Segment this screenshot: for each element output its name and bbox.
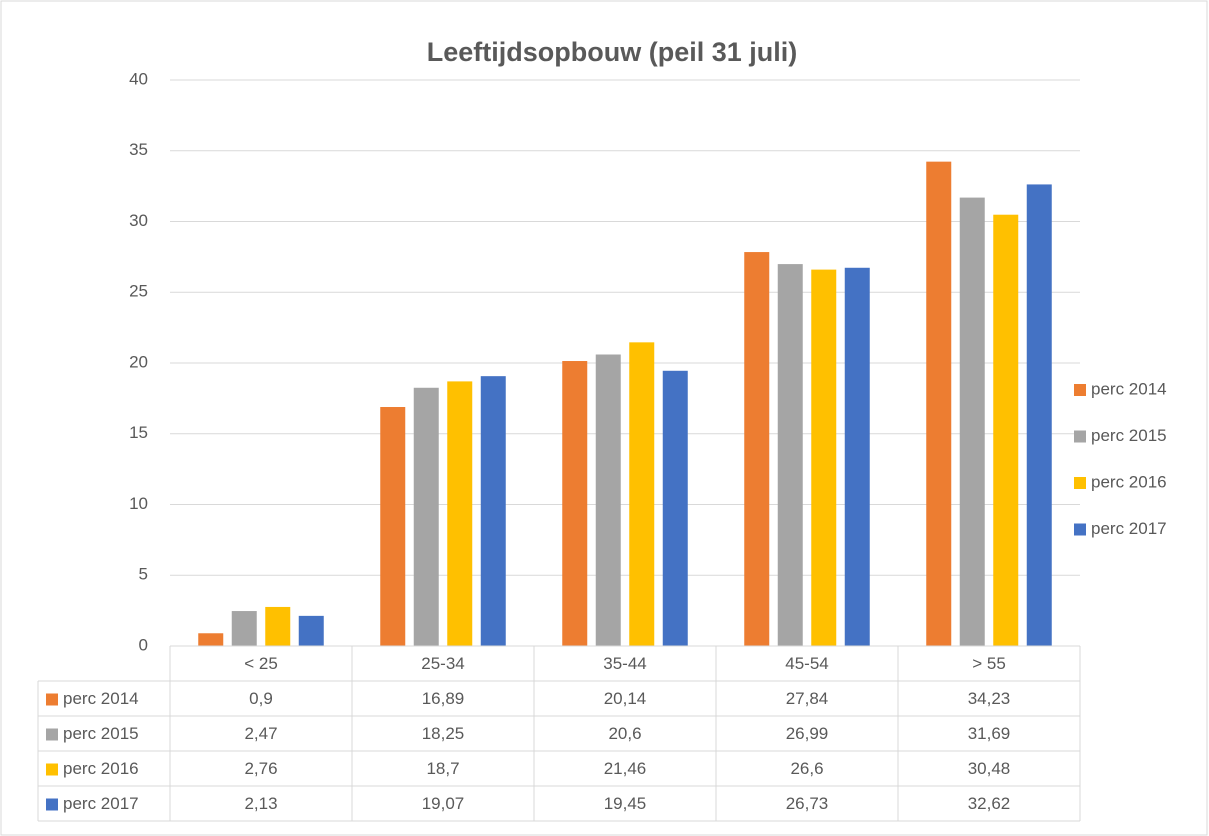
legend-swatch xyxy=(1074,477,1086,489)
table-cell: 34,23 xyxy=(968,689,1011,708)
table-cell: 31,69 xyxy=(968,724,1011,743)
table-cell: 2,13 xyxy=(244,794,277,813)
table-cell: 26,99 xyxy=(786,724,829,743)
table-cell: 19,45 xyxy=(604,794,647,813)
table-row-label: perc 2014 xyxy=(63,689,139,708)
bar xyxy=(744,252,770,646)
x-tick-label: 35-44 xyxy=(603,654,646,673)
y-tick-label: 25 xyxy=(129,282,148,301)
table-cell: 30,48 xyxy=(968,759,1011,778)
bar xyxy=(662,370,688,646)
table-cell: 16,89 xyxy=(422,689,465,708)
legend-swatch xyxy=(1074,430,1086,443)
bar xyxy=(298,615,324,646)
bar xyxy=(380,407,406,646)
bar xyxy=(231,611,257,646)
y-tick-label: 5 xyxy=(139,565,148,584)
y-tick-label: 15 xyxy=(129,423,148,442)
y-tick-label: 35 xyxy=(129,140,148,159)
x-tick-label: < 25 xyxy=(244,654,278,673)
bar xyxy=(629,342,655,646)
bar xyxy=(811,269,837,646)
bar xyxy=(198,633,224,646)
table-cell: 2,76 xyxy=(244,759,277,778)
table-swatch xyxy=(46,763,58,776)
y-tick-label: 10 xyxy=(129,494,148,513)
bar xyxy=(562,361,588,646)
bar xyxy=(1026,184,1052,646)
chart-title: Leeftijdsopbouw (peil 31 juli) xyxy=(427,37,798,67)
table-cell: 0,9 xyxy=(249,689,273,708)
table-cell: 19,07 xyxy=(422,794,465,813)
table-swatch xyxy=(46,798,58,811)
table-cell: 21,46 xyxy=(604,759,647,778)
table-cell: 2,47 xyxy=(244,724,277,743)
table-swatch xyxy=(46,693,58,706)
bar xyxy=(993,214,1019,646)
x-tick-label: > 55 xyxy=(972,654,1006,673)
table-cell: 20,14 xyxy=(604,689,647,708)
x-tick-label: 25-34 xyxy=(421,654,464,673)
bar xyxy=(959,197,985,647)
legend-label: perc 2014 xyxy=(1091,379,1167,398)
x-tick-label: 45-54 xyxy=(785,654,828,673)
bar xyxy=(447,381,473,646)
table-cell: 32,62 xyxy=(968,794,1011,813)
legend-swatch xyxy=(1074,384,1086,396)
table-cell: 18,25 xyxy=(422,724,465,743)
bar xyxy=(413,387,439,646)
legend-label: perc 2015 xyxy=(1091,426,1167,445)
legend-label: perc 2016 xyxy=(1091,472,1167,491)
table-cell: 20,6 xyxy=(608,724,641,743)
bar xyxy=(480,376,506,646)
table-row-label: perc 2015 xyxy=(63,724,139,743)
table-cell: 18,7 xyxy=(426,759,459,778)
legend-label: perc 2017 xyxy=(1091,519,1167,538)
table-cell: 26,73 xyxy=(786,794,829,813)
bar xyxy=(844,267,870,646)
table-row-label: perc 2017 xyxy=(63,794,139,813)
bar xyxy=(595,354,621,646)
y-tick-label: 20 xyxy=(129,352,148,371)
y-tick-label: 30 xyxy=(129,211,148,230)
table-cell: 27,84 xyxy=(786,689,829,708)
bar xyxy=(926,161,952,646)
bar xyxy=(777,264,803,646)
table-row-label: perc 2016 xyxy=(63,759,139,778)
table-swatch xyxy=(46,728,58,741)
legend-swatch xyxy=(1074,523,1086,536)
table-cell: 26,6 xyxy=(790,759,823,778)
bar xyxy=(265,606,291,646)
y-tick-label: 0 xyxy=(139,635,148,654)
y-tick-label: 40 xyxy=(129,69,148,88)
